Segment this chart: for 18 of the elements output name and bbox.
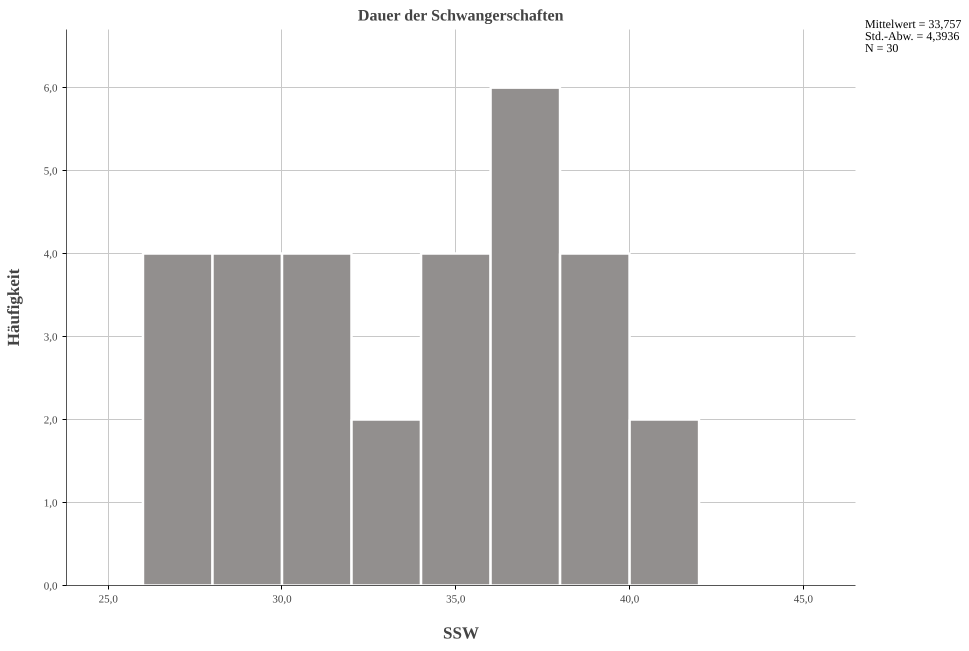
y-tick-label: 3,0 xyxy=(44,332,58,344)
text: Mittelwert = 33,757 xyxy=(865,17,962,31)
x-tick-label: 40,0 xyxy=(620,594,640,606)
y-tick-label: 1,0 xyxy=(44,498,58,510)
text: N = 30 xyxy=(865,41,898,55)
text: Std.-Abw. = 4,3936 xyxy=(865,29,960,43)
y-tick-label: 4,0 xyxy=(44,248,58,261)
x-tick-label: 30,0 xyxy=(272,594,292,606)
y-tick-label: 0,0 xyxy=(44,580,58,592)
x-tick-label: 45,0 xyxy=(794,594,814,606)
x-tick-label: 35,0 xyxy=(446,594,466,606)
x-axis-title: SSW xyxy=(443,624,479,642)
y-tick-label: 5,0 xyxy=(44,166,58,178)
x-tick-label: 25,0 xyxy=(98,594,118,606)
y-tick-label: 2,0 xyxy=(44,414,58,427)
chart-title: Dauer der Schwangerschaften xyxy=(358,8,564,24)
y-tick-label: 6,0 xyxy=(44,82,58,95)
y-axis-title: Häufigkeit xyxy=(4,268,23,346)
